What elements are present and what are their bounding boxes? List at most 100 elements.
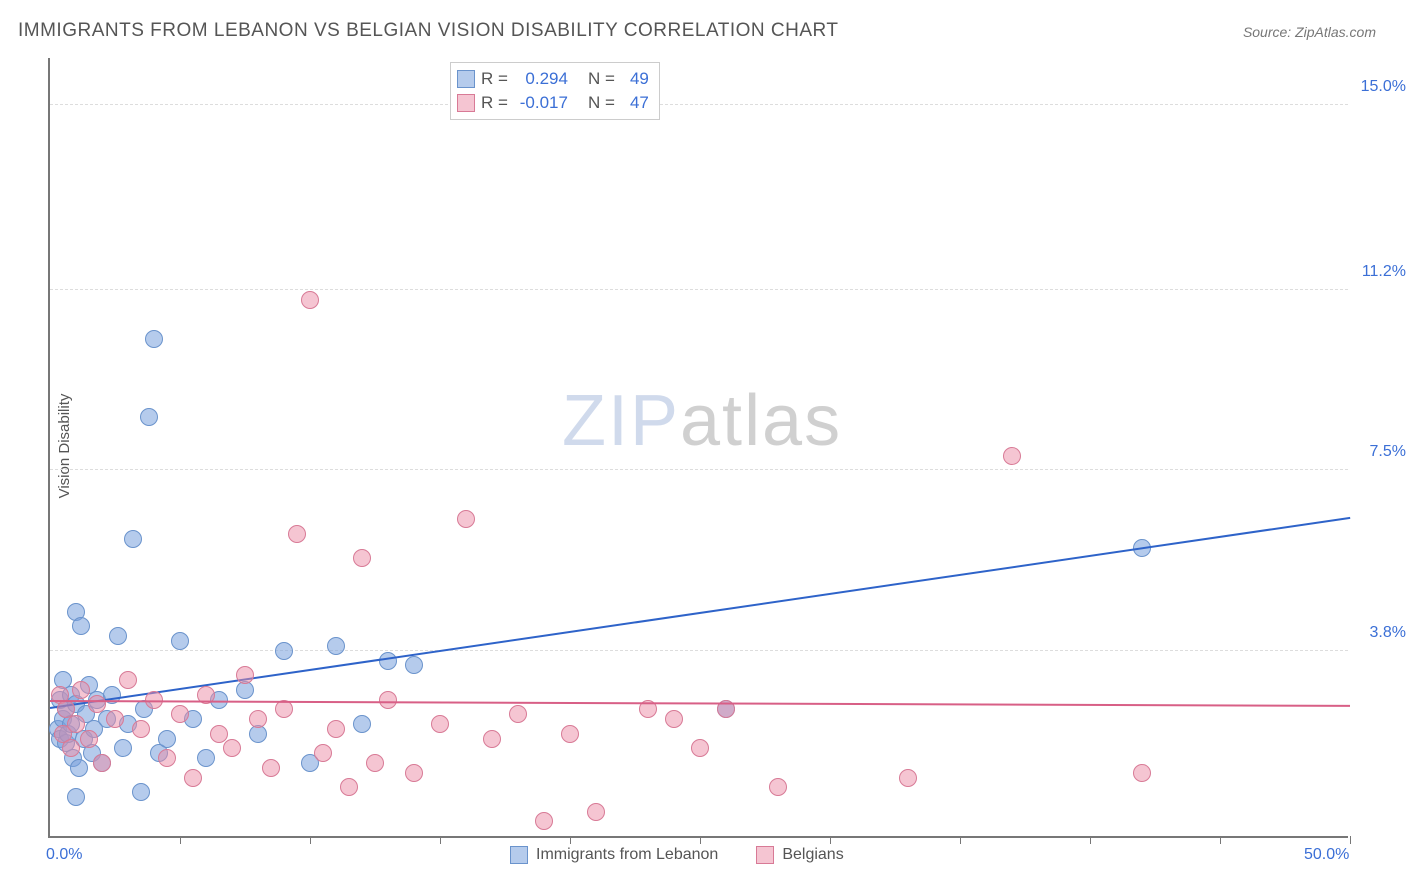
- y-tick-label: 7.5%: [1370, 443, 1406, 461]
- trend-line: [50, 700, 1350, 707]
- data-point: [197, 749, 215, 767]
- data-point: [301, 291, 319, 309]
- data-point: [93, 754, 111, 772]
- data-point: [132, 783, 150, 801]
- series-swatch: [457, 94, 475, 112]
- data-point: [140, 408, 158, 426]
- data-point: [114, 739, 132, 757]
- stat-n-label: N =: [588, 91, 615, 115]
- data-point: [275, 700, 293, 718]
- gridline: [50, 650, 1348, 651]
- stat-r-label: R =: [481, 67, 508, 91]
- watermark: ZIPatlas: [562, 380, 842, 462]
- data-point: [72, 617, 90, 635]
- data-point: [288, 525, 306, 543]
- data-point: [327, 720, 345, 738]
- data-point: [327, 637, 345, 655]
- data-point: [124, 530, 142, 548]
- data-point: [132, 720, 150, 738]
- data-point: [405, 764, 423, 782]
- x-tick: [1220, 836, 1221, 844]
- legend-swatch: [756, 846, 774, 864]
- data-point: [158, 749, 176, 767]
- y-tick-label: 11.2%: [1362, 263, 1406, 281]
- y-tick-label: 15.0%: [1361, 78, 1406, 96]
- data-point: [275, 642, 293, 660]
- data-point: [431, 715, 449, 733]
- x-tick: [310, 836, 311, 844]
- source-label: Source: ZipAtlas.com: [1243, 24, 1376, 40]
- data-point: [665, 710, 683, 728]
- data-point: [88, 695, 106, 713]
- legend-swatch: [510, 846, 528, 864]
- data-point: [587, 803, 605, 821]
- data-point: [366, 754, 384, 772]
- data-point: [80, 730, 98, 748]
- data-point: [223, 739, 241, 757]
- data-point: [691, 739, 709, 757]
- data-point: [62, 739, 80, 757]
- data-point: [483, 730, 501, 748]
- x-tick: [960, 836, 961, 844]
- stats-legend-box: R =0.294 N =49 R =-0.017 N =47: [450, 62, 660, 120]
- data-point: [145, 330, 163, 348]
- stat-n-value: 49: [621, 67, 649, 91]
- series-swatch: [457, 70, 475, 88]
- data-point: [262, 759, 280, 777]
- data-point: [769, 778, 787, 796]
- x-tick: [700, 836, 701, 844]
- x-min-label: 0.0%: [46, 846, 82, 864]
- data-point: [72, 681, 90, 699]
- data-point: [109, 627, 127, 645]
- data-point: [353, 549, 371, 567]
- data-point: [67, 715, 85, 733]
- x-tick: [1090, 836, 1091, 844]
- data-point: [184, 769, 202, 787]
- gridline: [50, 104, 1348, 105]
- data-point: [314, 744, 332, 762]
- watermark-zip: ZIP: [562, 381, 680, 461]
- data-point: [106, 710, 124, 728]
- gridline: [50, 289, 1348, 290]
- data-point: [535, 812, 553, 830]
- data-point: [171, 705, 189, 723]
- data-point: [405, 656, 423, 674]
- data-point: [561, 725, 579, 743]
- data-point: [1133, 764, 1151, 782]
- data-point: [1003, 447, 1021, 465]
- data-point: [457, 510, 475, 528]
- stat-r-value: -0.017: [514, 91, 568, 115]
- x-tick: [180, 836, 181, 844]
- data-point: [509, 705, 527, 723]
- data-point: [236, 666, 254, 684]
- legend-label: Immigrants from Lebanon: [536, 846, 718, 864]
- x-tick: [440, 836, 441, 844]
- gridline: [50, 469, 1348, 470]
- plot-area: ZIPatlas 3.8%7.5%11.2%15.0%: [48, 58, 1348, 838]
- chart-container: IMMIGRANTS FROM LEBANON VS BELGIAN VISIO…: [0, 0, 1406, 892]
- stat-r-label: R =: [481, 91, 508, 115]
- data-point: [340, 778, 358, 796]
- stat-r-value: 0.294: [514, 67, 568, 91]
- y-tick-label: 3.8%: [1370, 624, 1406, 642]
- data-point: [249, 710, 267, 728]
- stat-n-label: N =: [588, 67, 615, 91]
- bottom-legend: Immigrants from Lebanon Belgians: [510, 846, 844, 864]
- x-tick: [570, 836, 571, 844]
- stat-n-value: 47: [621, 91, 649, 115]
- watermark-atlas: atlas: [680, 381, 842, 461]
- data-point: [171, 632, 189, 650]
- legend-label: Belgians: [782, 846, 843, 864]
- data-point: [899, 769, 917, 787]
- x-tick: [830, 836, 831, 844]
- data-point: [353, 715, 371, 733]
- data-point: [70, 759, 88, 777]
- data-point: [67, 788, 85, 806]
- data-point: [119, 671, 137, 689]
- stats-row: R =0.294 N =49: [457, 67, 649, 91]
- x-max-label: 50.0%: [1304, 846, 1349, 864]
- data-point: [379, 691, 397, 709]
- x-tick: [1350, 836, 1351, 844]
- stats-row: R =-0.017 N =47: [457, 91, 649, 115]
- data-point: [210, 725, 228, 743]
